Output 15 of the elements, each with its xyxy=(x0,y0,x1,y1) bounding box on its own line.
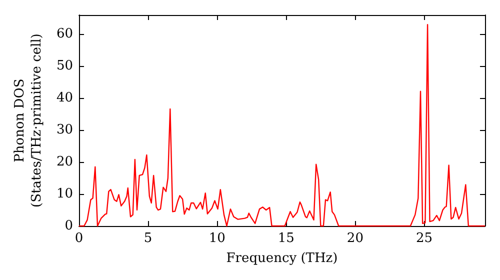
y-tick-label: 10 xyxy=(56,186,73,202)
y-tick-label: 20 xyxy=(56,154,73,170)
x-tick-label: 5 xyxy=(144,231,152,246)
y-tick-label: 30 xyxy=(56,122,73,138)
x-tick-label: 25 xyxy=(416,231,433,246)
x-axis-title: Frequency (THz) xyxy=(226,251,338,266)
y-tick-label: 60 xyxy=(56,26,73,42)
x-tick-label: 0 xyxy=(74,231,84,246)
x-tick-label: 15 xyxy=(278,231,294,246)
x-tick-label: 10 xyxy=(208,231,226,246)
x-tick-label: 20 xyxy=(346,231,364,246)
y-axis-title: Phonon DOS (States/THz·primitive cell) xyxy=(12,33,45,208)
y-tick-label: 50 xyxy=(56,58,73,74)
y-tick-label: 0 xyxy=(64,218,73,234)
y-tick-label: 40 xyxy=(56,90,73,106)
